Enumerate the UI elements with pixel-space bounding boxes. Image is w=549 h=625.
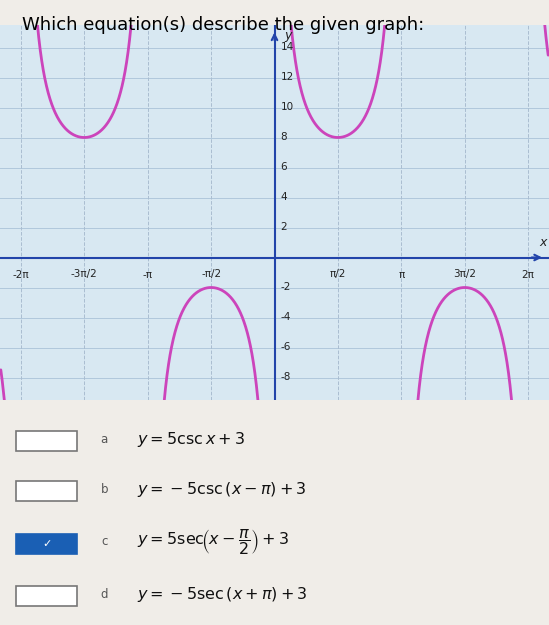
FancyBboxPatch shape (16, 431, 77, 451)
Text: 3π/2: 3π/2 (453, 269, 476, 279)
Text: 10: 10 (281, 102, 294, 112)
Text: -2π: -2π (13, 269, 29, 279)
FancyBboxPatch shape (16, 481, 77, 501)
Text: -π: -π (143, 269, 153, 279)
Text: c: c (101, 536, 108, 548)
Text: b: b (100, 483, 108, 496)
FancyBboxPatch shape (16, 586, 77, 606)
Text: 12: 12 (281, 72, 294, 82)
Text: 4: 4 (281, 192, 287, 202)
Text: $y = -5\mathrm{csc}\,(x - \pi) + 3$: $y = -5\mathrm{csc}\,(x - \pi) + 3$ (137, 480, 307, 499)
Text: 8: 8 (281, 132, 287, 142)
Text: $y = 5\mathrm{csc}\,x + 3$: $y = 5\mathrm{csc}\,x + 3$ (137, 429, 245, 449)
Text: 2: 2 (281, 222, 287, 232)
Text: $y = 5\mathrm{sec}\!\left(x - \dfrac{\pi}{2}\right) + 3$: $y = 5\mathrm{sec}\!\left(x - \dfrac{\pi… (137, 527, 289, 557)
Text: -π/2: -π/2 (201, 269, 221, 279)
Text: 14: 14 (281, 42, 294, 52)
Text: -4: -4 (281, 312, 291, 322)
Text: π/2: π/2 (330, 269, 346, 279)
Text: -6: -6 (281, 342, 291, 352)
Text: $y = -5\mathrm{sec}\,(x + \pi) + 3$: $y = -5\mathrm{sec}\,(x + \pi) + 3$ (137, 585, 308, 604)
Text: ✓: ✓ (42, 539, 52, 549)
Text: π: π (398, 269, 405, 279)
Text: -2: -2 (281, 282, 291, 292)
FancyBboxPatch shape (16, 534, 77, 554)
Text: a: a (100, 432, 108, 446)
Text: y: y (284, 29, 292, 42)
Text: 6: 6 (281, 162, 287, 172)
Text: 2π: 2π (522, 269, 535, 279)
Text: x: x (540, 236, 547, 249)
Text: d: d (100, 588, 108, 601)
Text: -3π/2: -3π/2 (71, 269, 98, 279)
Text: -8: -8 (281, 372, 291, 382)
Text: Which equation(s) describe the given graph:: Which equation(s) describe the given gra… (22, 16, 424, 34)
